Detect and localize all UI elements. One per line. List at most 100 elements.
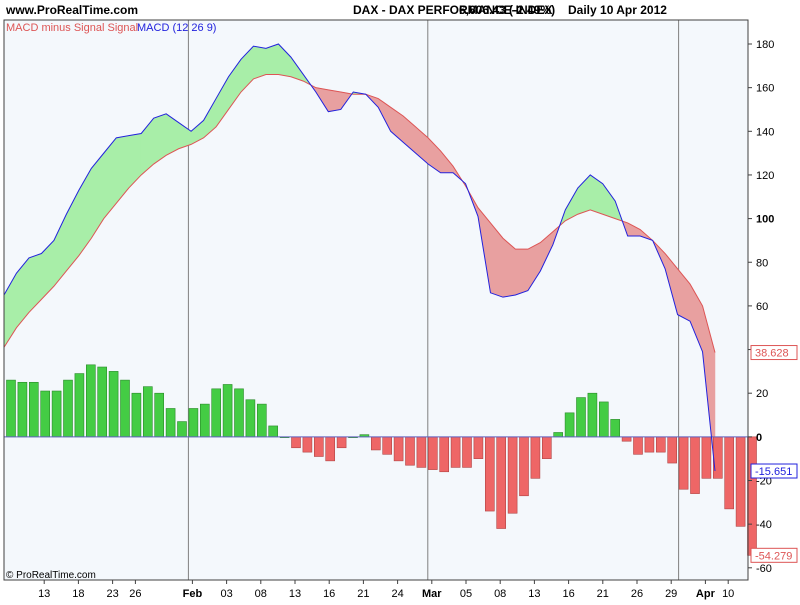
histogram-bar [507, 436, 518, 514]
histogram-bar [644, 436, 655, 453]
y-tick-label: 0 [756, 432, 762, 444]
x-tick-label: 24 [391, 588, 403, 600]
y-tick-label: 60 [756, 301, 768, 313]
site-title: www.ProRealTime.com [5, 3, 138, 17]
quote-value: 6,606.43 (-2.49%) [459, 3, 555, 17]
x-tick-label: Apr [696, 588, 716, 600]
histogram-bar [86, 364, 96, 438]
histogram-bar [382, 436, 393, 455]
histogram-bar [143, 386, 153, 438]
x-tick-label: 21 [357, 588, 369, 600]
histogram-bar [519, 436, 529, 497]
histogram-bar [234, 388, 244, 438]
y-tick-label: 120 [756, 170, 774, 182]
x-tick-label: Feb [183, 588, 203, 600]
histogram-bar [154, 392, 164, 438]
histogram-bar [325, 436, 336, 462]
value-tag-box [750, 345, 798, 361]
x-axis: 13 18 23 26 Feb 03 08 13 16 21 24 Mar 05 08 13 16 21 26 29… [38, 580, 734, 600]
histogram-bar [245, 399, 256, 438]
histogram-bar [393, 436, 404, 462]
y-tick-label: -60 [756, 563, 772, 575]
histogram-bar [120, 379, 130, 438]
bullish-fill-segment [253, 45, 267, 80]
histogram-bar [690, 436, 700, 494]
histogram-bar [256, 403, 267, 438]
histogram-bar [165, 408, 176, 438]
histogram-bar [450, 436, 461, 468]
histogram-bar [51, 390, 62, 438]
histogram-bar [587, 392, 598, 438]
histogram-bar [655, 436, 666, 453]
x-tick-label: 08 [255, 588, 267, 600]
y-tick-label: 180 [756, 39, 774, 51]
bullish-fill-segment [265, 43, 279, 75]
histogram-bar [667, 436, 678, 464]
histogram-bar [598, 401, 609, 438]
histogram-bar [108, 371, 119, 438]
histogram-bar [291, 436, 301, 449]
histogram-bar [747, 436, 757, 556]
x-tick-label: Mar [422, 588, 442, 600]
value-tag-text: -15.651 [755, 466, 792, 478]
signal-line [3, 74, 716, 353]
y-tick-label: 100 [756, 214, 774, 226]
histogram-bar [370, 436, 381, 451]
histogram-bar [633, 436, 643, 455]
histogram-bar [313, 436, 324, 457]
y-tick-label: 160 [756, 83, 774, 95]
histogram-bar [222, 384, 233, 438]
plot-area [4, 20, 748, 580]
histogram-bar [530, 436, 541, 479]
histogram-bar [405, 436, 415, 466]
x-tick-label: 08 [494, 588, 506, 600]
histogram-bar [541, 436, 552, 459]
x-tick-label: 13 [38, 588, 50, 600]
bearish-fill-segment [515, 248, 529, 296]
x-tick-label: 13 [528, 588, 540, 600]
plot-border [3, 19, 749, 581]
histogram-bar [678, 436, 689, 490]
histogram-bar [177, 421, 187, 438]
histogram-bar [268, 425, 279, 438]
histogram-bar [462, 436, 472, 468]
histogram-bar [6, 379, 16, 438]
y-tick-label: 140 [756, 126, 774, 138]
histogram-bar [712, 436, 723, 479]
x-tick-label: 05 [460, 588, 472, 600]
x-tick-label: 16 [323, 588, 335, 600]
legend-macd-label: MACD (12 26 9) [137, 22, 216, 34]
histogram-bar [496, 436, 507, 529]
y-axis: 180160140120100806040200-20-40-60 [748, 39, 774, 575]
histogram-bar [302, 436, 313, 453]
instrument-title: DAX - DAX PERFORMANCE-INDEX [353, 3, 552, 17]
x-tick-label: 21 [597, 588, 609, 600]
value-tags: 38.628 -15.651 -54.279 [750, 345, 798, 563]
histogram-bar [416, 436, 427, 468]
histogram-bar [97, 366, 107, 438]
legend-hist-label: MACD minus Signal Signal [6, 22, 138, 34]
histogram-bar [336, 436, 347, 449]
copyright: © ProRealTime.com [6, 570, 96, 581]
x-tick-label: 03 [220, 588, 232, 600]
x-tick-label: 18 [72, 588, 84, 600]
value-tag-text: 38.628 [755, 348, 789, 360]
value-tag-box [750, 463, 798, 479]
y-tick-label: 20 [756, 388, 768, 400]
histogram-bar [131, 392, 142, 438]
macd-line [3, 43, 716, 472]
histogram-bar [200, 403, 210, 438]
histogram-bar [188, 408, 199, 438]
histogram-bar [724, 436, 735, 510]
x-tick-label: 23 [106, 588, 118, 600]
histogram-bar [553, 432, 564, 438]
histogram-bar [735, 436, 746, 527]
y-tick-label: -40 [756, 519, 772, 531]
histogram-bar [40, 390, 51, 438]
x-tick-label: 29 [665, 588, 677, 600]
histogram-bar [610, 419, 621, 438]
x-tick-label: 26 [129, 588, 141, 600]
histogram-bar [621, 436, 632, 442]
bearish-fill-segment [328, 89, 342, 112]
